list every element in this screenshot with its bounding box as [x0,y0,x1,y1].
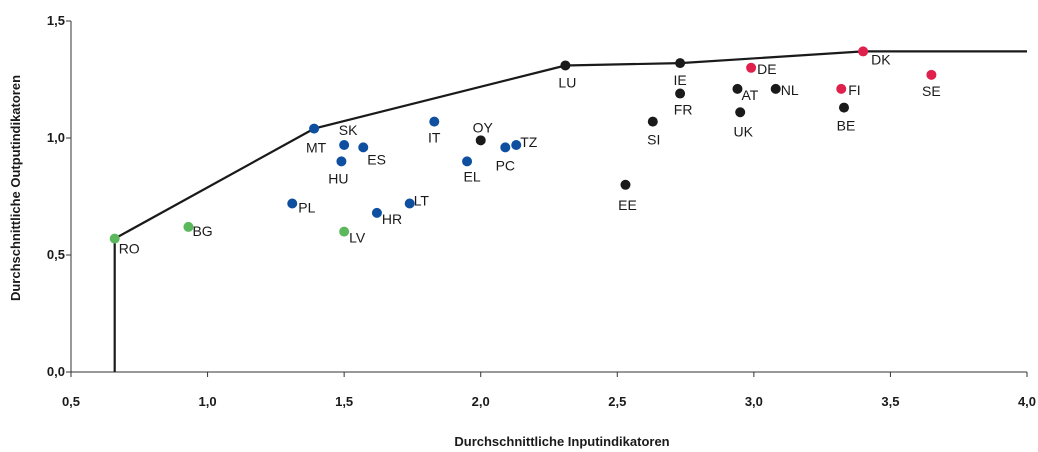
data-point-de [746,62,757,73]
y-axis-title: Durchschnittliche Outputindikatoren [8,75,23,301]
x-axis-title: Durchschnittliche Inputindikatoren [454,434,669,449]
data-point-dk [858,46,869,57]
point-label-pl: PL [298,200,315,216]
point-label-uk: UK [733,123,753,139]
data-point-lt [404,198,415,209]
x-tick-label: 1,0 [199,394,217,409]
data-point-hu [336,156,347,167]
point-label-tz: TZ [520,134,538,150]
point-label-fi: FI [848,82,860,98]
data-point-ee [620,179,631,190]
point-label-hu: HU [328,170,348,186]
data-point-be [838,102,849,113]
point-label-be: BE [837,118,856,134]
point-label-ee: EE [618,197,637,213]
data-point-es [358,142,369,153]
point-label-at: AT [741,87,758,103]
data-point-it [429,116,440,127]
data-point-nl [770,83,781,94]
point-label-it: IT [428,130,441,146]
x-tick-label: 2,5 [608,394,626,409]
point-label-el: EL [463,168,480,184]
point-label-se: SE [922,83,941,99]
data-point-pl [287,198,298,209]
point-label-ro: RO [119,241,140,257]
data-point-bg [183,221,194,232]
point-label-nl: NL [781,82,799,98]
frontier-layer [113,50,1027,372]
point-label-mt: MT [306,140,327,156]
data-point-fi [836,83,847,94]
point-label-sk: SK [339,122,358,138]
point-labels-layer: RO BG LV PL MT SK ES HU HR LT IT EL PC TZ OY LU EE SI IE FR… [119,51,941,256]
data-point-uk [735,107,746,118]
data-point-se [926,69,937,80]
data-point-at [732,83,743,94]
point-label-es: ES [367,151,386,167]
x-tick-label: 2,0 [472,394,490,409]
point-label-pc: PC [496,157,515,173]
y-tick-label: 1,5 [47,13,65,28]
data-point-fr [675,88,686,99]
data-point-si [647,116,658,127]
frontier-line [113,50,1027,372]
point-label-de: DE [757,61,776,77]
data-point-ie [675,58,686,69]
y-tick-label: 0,5 [47,247,65,262]
point-label-bg: BG [192,223,212,239]
y-tick-label: 1,0 [47,130,65,145]
data-point-ro [109,233,120,244]
data-point-tz [511,140,522,151]
x-tick-label: 3,0 [745,394,763,409]
point-label-fr: FR [674,102,693,118]
y-tick-label: 0,0 [47,364,65,379]
data-point-lv [339,226,350,237]
x-tick-label: 1,5 [335,394,353,409]
data-point-el [462,156,473,167]
point-label-hr: HR [382,211,402,227]
data-point-mt [309,123,320,134]
data-point-hr [371,207,382,218]
point-label-lv: LV [349,230,366,246]
data-point-oy [475,135,486,146]
x-tick-label: 0,5 [62,394,80,409]
data-point-lu [560,60,571,71]
point-label-ie: IE [673,72,686,88]
data-point-pc [500,142,511,153]
x-tick-label: 4,0 [1018,394,1036,409]
points-layer [109,46,937,244]
point-label-dk: DK [871,51,891,67]
point-label-lu: LU [558,74,576,90]
axes: 0,5 1,0 1,5 2,0 2,5 3,0 3,5 4,0 0,0 0,5 1,0 1,5 [47,13,1036,409]
point-label-lt: LT [414,193,430,209]
data-point-sk [339,140,350,151]
point-label-oy: OY [473,119,494,135]
point-label-si: SI [647,132,660,148]
x-tick-label: 3,5 [881,394,899,409]
